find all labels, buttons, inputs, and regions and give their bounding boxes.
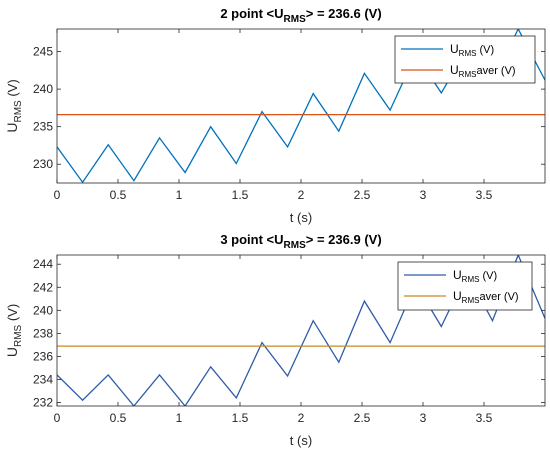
- legend-entry-1: URMS (V): [450, 42, 494, 58]
- y-axis-label: URMS (V): [4, 304, 24, 357]
- y-tick-label: 235: [33, 120, 53, 134]
- x-tick-label: 0: [54, 411, 61, 425]
- chart-title-part: > = 236.6 (V): [306, 6, 382, 21]
- x-tick-label: 1.5: [232, 188, 249, 202]
- x-tick-label: 0.5: [110, 188, 127, 202]
- chart-title: 2 point <URMS> = 236.6 (V): [220, 6, 381, 25]
- y-tick-label: 244: [33, 257, 53, 271]
- legend: URMS (V) URMSaver (V): [397, 261, 533, 311]
- y-tick-label: 236: [33, 349, 53, 363]
- x-axis-label: t (s): [290, 210, 312, 225]
- x-tick-label: 1: [176, 411, 183, 425]
- x-tick-label: 2.5: [354, 188, 371, 202]
- y-tick-label: 232: [33, 396, 53, 410]
- chart-1: 2 point <URMS> = 236.6 (V) 0 0.5 1 1.5 2 2.5 3 3…: [4, 6, 546, 225]
- chart-title: 3 point <URMS> = 236.9 (V): [220, 232, 381, 251]
- y-tick-label: 240: [33, 303, 53, 317]
- legend-entry-2: URMSaver (V): [450, 63, 516, 79]
- y-tick-label: 238: [33, 326, 53, 340]
- x-tick-label: 3: [420, 411, 427, 425]
- x-tick-label: 0.5: [110, 411, 127, 425]
- y-tick-label: 234: [33, 372, 53, 386]
- x-tick-label: 2.5: [354, 411, 371, 425]
- x-tick-label: 3.5: [476, 411, 493, 425]
- legend-box: [394, 35, 536, 84]
- x-tick-label: 3.5: [476, 188, 493, 202]
- chart-title-part: 2 point <U: [220, 6, 283, 21]
- x-tick-label: 0: [54, 188, 61, 202]
- legend-entry-2: URMSaver (V): [453, 289, 519, 305]
- chart-title-subscript: RMS: [284, 240, 307, 251]
- legend: URMS (V) URMSaver (V): [394, 35, 536, 84]
- x-tick-label: 1.5: [232, 411, 249, 425]
- legend-box: [397, 261, 533, 311]
- y-tick-label: 242: [33, 280, 53, 294]
- x-tick-label: 2: [298, 188, 305, 202]
- y-tick-label: 240: [33, 82, 53, 96]
- chart-title-part: > = 236.9 (V): [306, 232, 382, 247]
- chart-2: 3 point <URMS> = 236.9 (V) 0 0.5 1 1.5 2 2.5 3 3…: [4, 232, 546, 448]
- x-tick-label: 1: [176, 188, 183, 202]
- y-tick-label: 230: [33, 157, 53, 171]
- x-tick-label: 3: [420, 188, 427, 202]
- x-axis-label: t (s): [290, 433, 312, 448]
- y-tick-label: 245: [33, 45, 53, 59]
- x-tick-label: 2: [298, 411, 305, 425]
- chart-title-subscript: RMS: [284, 14, 307, 25]
- y-axis-label: URMS (V): [4, 79, 24, 132]
- chart-title-part: 3 point <U: [220, 232, 283, 247]
- legend-entry-1: URMS (V): [453, 268, 497, 284]
